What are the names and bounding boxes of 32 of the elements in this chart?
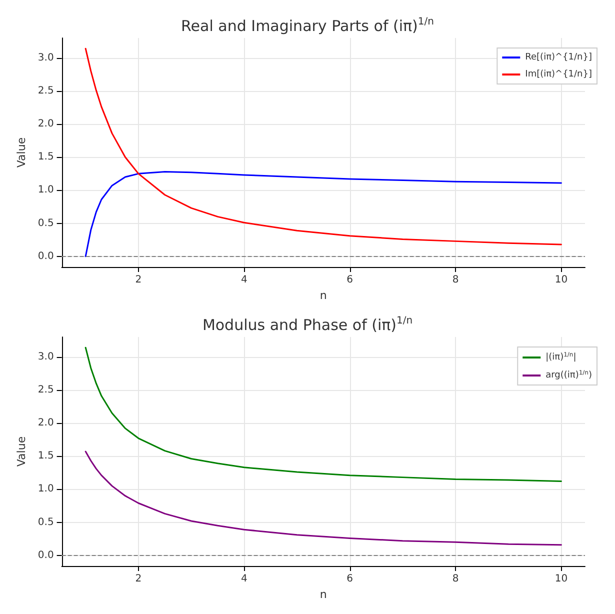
x-tick-label: 8	[452, 274, 459, 286]
legend-label: Re[(iπ)^{1/n}]	[525, 52, 592, 62]
y-axis-title: Value	[15, 137, 28, 168]
x-tick-label: 10	[554, 274, 568, 286]
x-tick-label: 4	[240, 574, 248, 584]
y-tick-label: 3.0	[38, 52, 54, 64]
x-tick-label: 4	[240, 274, 248, 286]
y-axis-title: Value	[15, 436, 28, 467]
y-tick-label: 2.0	[38, 118, 54, 130]
line-series	[84, 170, 562, 258]
x-tick-label: 6	[346, 574, 354, 584]
y-tick-label: 2.5	[38, 85, 54, 96]
x-tick-label: 2	[135, 574, 142, 584]
x-tick-label: 6	[346, 274, 354, 286]
y-tick-label: 1.0	[38, 484, 54, 495]
x-tick-label: 10	[554, 574, 568, 584]
y-tick-label: 0.0	[38, 550, 54, 561]
x-tick-label: 8	[452, 574, 459, 584]
y-tick-label: 1.5	[38, 450, 54, 462]
y-tick-label: 2.0	[38, 418, 54, 429]
y-tick-label: 1.0	[38, 184, 54, 196]
y-tick-label: 0.5	[38, 218, 54, 229]
line-series	[84, 450, 562, 546]
x-tick-label: 2	[135, 274, 142, 286]
y-tick-label: 1.5	[38, 152, 54, 163]
x-axis-title: n	[320, 588, 327, 601]
y-tick-label: 0.5	[38, 516, 54, 528]
x-axis-title: n	[320, 288, 327, 302]
y-tick-label: 2.5	[38, 384, 54, 396]
y-tick-label: 0.0	[38, 250, 54, 262]
y-tick-label: 3.0	[38, 351, 54, 362]
legend-label: Im[(iπ)^{1/n}]	[525, 70, 592, 80]
